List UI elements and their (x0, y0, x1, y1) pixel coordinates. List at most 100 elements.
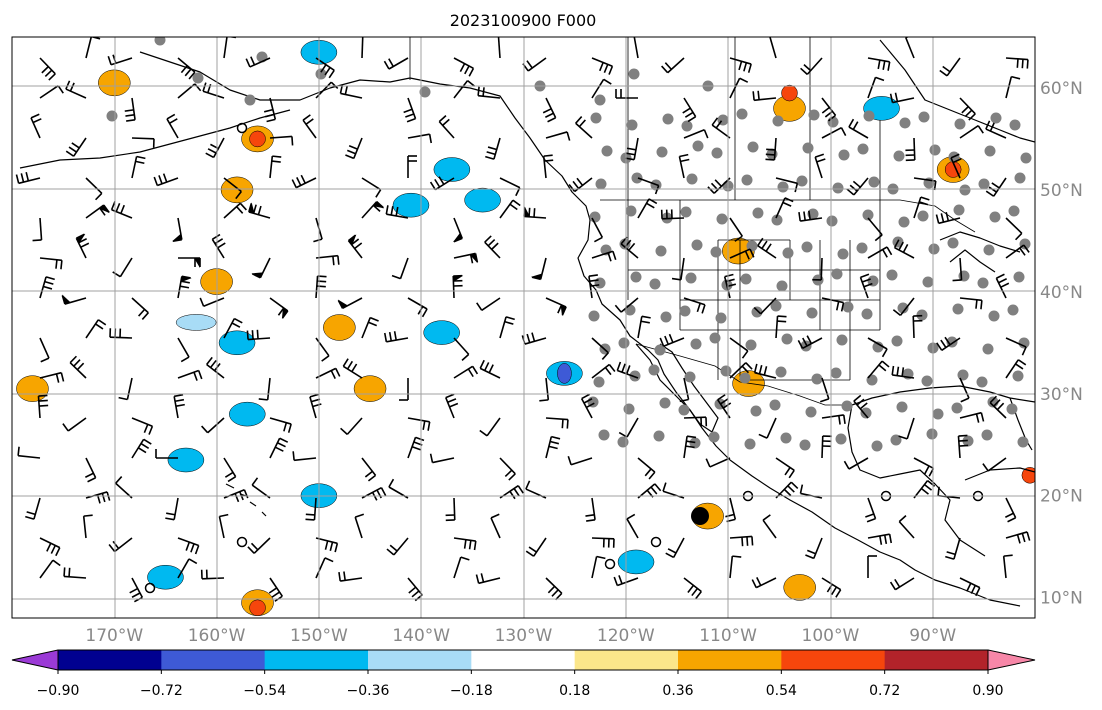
station-dot (654, 344, 666, 356)
station-dot (861, 308, 873, 320)
station-dot (740, 273, 752, 285)
wind-barb (340, 417, 363, 435)
wind-barb (292, 451, 317, 462)
station-dot (618, 337, 630, 349)
colorbar-swatch (368, 650, 472, 670)
wind-barb (769, 37, 777, 59)
wind-barb (762, 514, 777, 539)
wind-barb (912, 314, 923, 339)
wind-barb (39, 85, 64, 99)
station-dot (655, 245, 667, 257)
wind-barb (637, 198, 658, 219)
station-dot (720, 365, 732, 377)
station-dot (983, 244, 995, 256)
wind-barb (315, 254, 340, 266)
station-dot (928, 243, 940, 255)
wind-barb (347, 234, 363, 259)
wind-barb (660, 209, 685, 220)
wind-barb (591, 217, 604, 243)
wind-barb (591, 337, 609, 360)
station-dot (598, 429, 610, 441)
colorbar-swatch (161, 650, 266, 670)
wind-barb (445, 393, 459, 419)
wind-barb (867, 76, 885, 99)
wind-barb (568, 177, 593, 193)
station-dot (315, 68, 327, 80)
wind-barb (218, 513, 229, 539)
wind-barb (614, 297, 639, 313)
station-dot (978, 178, 990, 190)
station-dot (419, 86, 431, 98)
station-dot (589, 211, 601, 223)
wind-barb (812, 257, 823, 281)
wind-barb (178, 257, 201, 268)
wind-barb (575, 116, 593, 139)
wind-barb (542, 154, 554, 179)
station-dot (1018, 337, 1030, 349)
station-dot (871, 440, 883, 452)
wind-barb (939, 57, 961, 77)
wind-barb (490, 513, 501, 539)
station-dot (691, 239, 703, 251)
lon-label: 170°W (85, 626, 143, 646)
wind-barb (391, 257, 409, 280)
negative-field-blob (147, 564, 184, 590)
wind-barb (752, 90, 777, 102)
wind-barb (37, 394, 49, 419)
wind-barb (661, 57, 685, 74)
wind-barb (959, 297, 983, 310)
negative-field-blob (617, 549, 655, 575)
wind-barb (913, 177, 937, 191)
wind-barb (39, 57, 56, 81)
station-dot (595, 178, 607, 190)
lon-label: 140°W (392, 626, 450, 646)
wind-barbs (15, 37, 1031, 603)
station-dot (623, 403, 635, 415)
station-dot (780, 432, 792, 444)
station-dot (835, 433, 847, 445)
station-dot (781, 333, 793, 345)
wind-barb (223, 489, 249, 503)
wind-barb (345, 137, 363, 160)
wind-barb (39, 537, 61, 557)
province-lines (627, 37, 881, 200)
wind-barb (269, 437, 289, 459)
station-dot (716, 213, 728, 225)
station-dot (957, 369, 969, 381)
wind-barb (758, 417, 777, 439)
station-dot (899, 117, 911, 129)
wind-barb (452, 217, 463, 243)
wind-barb (591, 363, 616, 379)
wind-barb (637, 177, 660, 195)
wind-barb (302, 114, 317, 139)
wind-barb (223, 457, 237, 483)
wind-barb (775, 315, 787, 339)
wind-barb (1005, 244, 1030, 259)
wind-barb (591, 555, 606, 579)
wind-barb (591, 57, 614, 75)
wind-barb (85, 457, 97, 483)
station-dot (1017, 436, 1029, 448)
wind-barb (525, 537, 547, 557)
wind-barb (683, 129, 709, 139)
aleutian-islands (19, 109, 291, 169)
station-dot (588, 310, 600, 322)
station-dot (772, 115, 784, 127)
wind-barb (591, 250, 617, 262)
station-dot (890, 434, 902, 446)
political-borders (409, 37, 976, 406)
wind-barb (85, 204, 110, 219)
station-dot (951, 402, 963, 414)
wind-barb (952, 257, 963, 282)
station-dot (962, 435, 974, 447)
wind-barb (985, 120, 1007, 139)
wind-barb (867, 337, 888, 358)
wind-barb (848, 118, 869, 139)
wind-barb (679, 377, 690, 403)
colorbar-swatch (678, 650, 782, 670)
wind-barb (499, 316, 515, 339)
wind-barb (361, 201, 385, 219)
station-dot (922, 276, 934, 288)
station-dot (771, 214, 783, 226)
station-dot (649, 278, 661, 290)
